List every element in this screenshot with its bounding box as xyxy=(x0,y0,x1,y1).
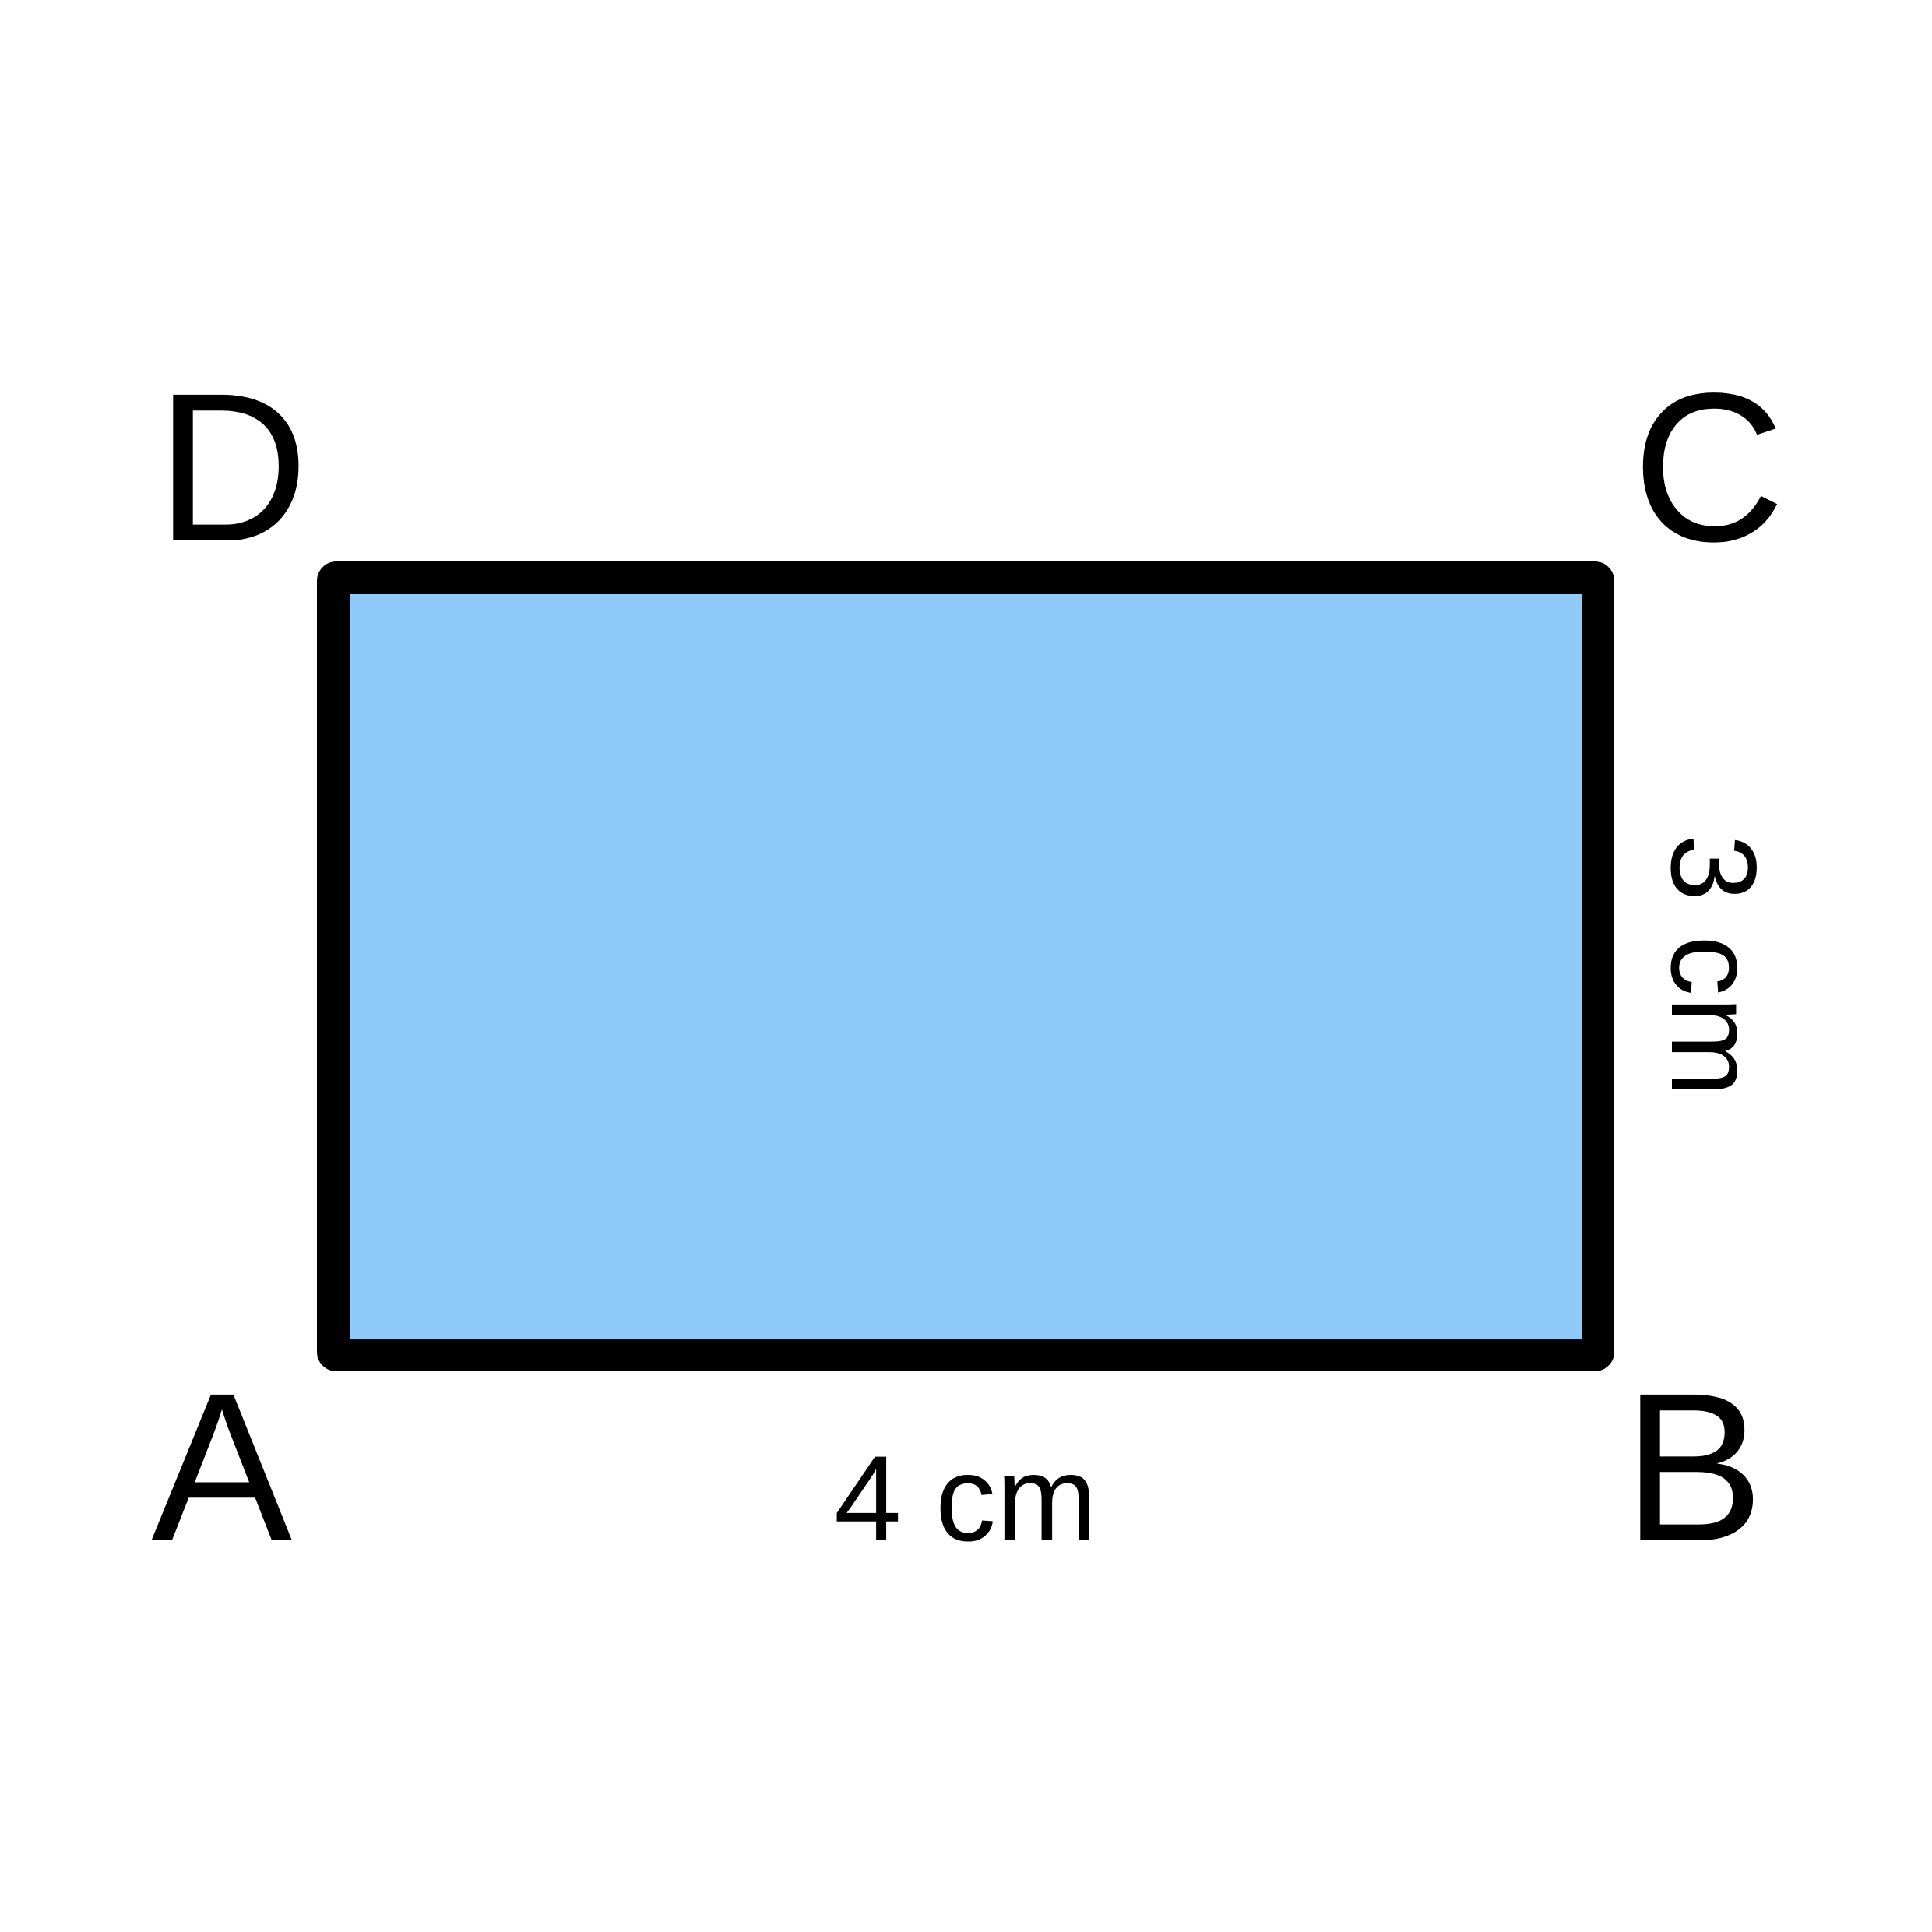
height-dimension-label: 3 cm xyxy=(1645,834,1781,1097)
vertex-label-d: D xyxy=(156,349,308,586)
vertex-label-a: A xyxy=(151,1349,294,1585)
rectangle-abcd xyxy=(317,561,1614,1371)
vertex-label-b: B xyxy=(1623,1349,1764,1585)
vertex-label-c: C xyxy=(1632,349,1785,586)
width-dimension-label: 4 cm xyxy=(834,1431,1097,1567)
